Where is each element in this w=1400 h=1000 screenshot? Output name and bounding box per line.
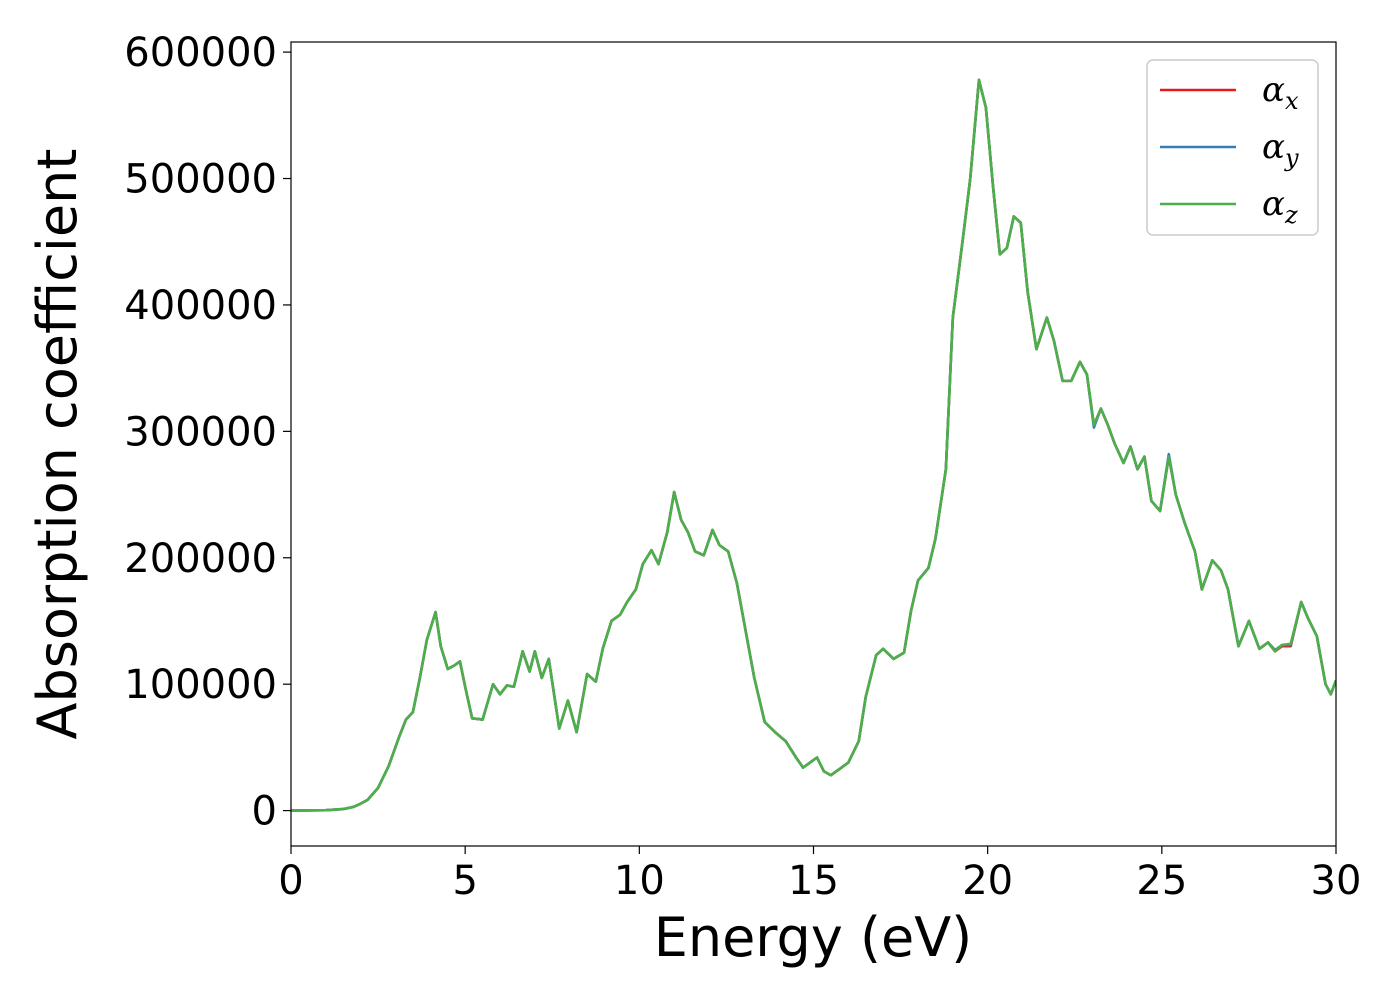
y-tick-label: 0 — [252, 789, 277, 835]
y-tick-label: 400000 — [124, 283, 277, 329]
legend-subscript: x — [1285, 87, 1299, 115]
x-tick-label: 5 — [452, 858, 477, 904]
x-tick-label: 0 — [278, 858, 303, 904]
y-tick-label: 200000 — [124, 536, 277, 582]
x-axis-label: Energy (eV) — [654, 906, 973, 969]
series-line-z — [291, 78, 1336, 812]
plot-frame — [290, 41, 1337, 847]
legend-label-x: αx — [1262, 70, 1299, 115]
legend-symbol: α — [1262, 70, 1285, 110]
legend-symbol: α — [1262, 184, 1285, 224]
legend-subscript: y — [1284, 144, 1299, 172]
x-tick-label: 10 — [614, 858, 665, 904]
series-layer — [291, 78, 1336, 812]
x-tick-label: 30 — [1311, 858, 1362, 904]
x-tick-label: 20 — [962, 858, 1013, 904]
legend-symbol: α — [1262, 127, 1285, 167]
plot-area — [291, 78, 1336, 812]
x-tick-label: 15 — [788, 858, 839, 904]
x-tick-label: 25 — [1136, 858, 1187, 904]
legend-label-z: αz — [1262, 184, 1298, 229]
y-tick-label: 100000 — [124, 662, 277, 708]
legend-subscript: z — [1284, 201, 1298, 229]
y-tick-label: 500000 — [124, 157, 277, 203]
tick-layer: 0 5 10 15 20 25 30 0 100000 200000 300000 400000 500… — [124, 30, 1361, 904]
y-tick-label: 600000 — [124, 30, 277, 76]
y-tick-label: 300000 — [124, 409, 277, 455]
y-axis-label: Absorption coefficient — [26, 149, 89, 740]
legend-label-y: αy — [1262, 127, 1299, 172]
